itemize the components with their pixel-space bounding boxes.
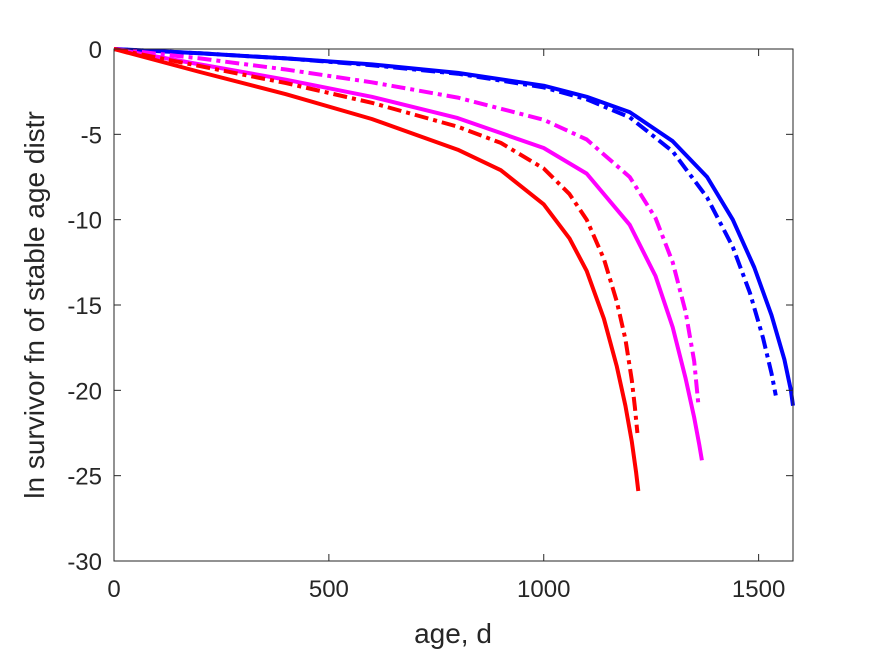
y-tick-label: -30 (67, 549, 102, 576)
y-tick-label: -5 (81, 122, 102, 149)
x-tick-label: 500 (309, 576, 349, 603)
y-tick-label: -15 (67, 293, 102, 320)
y-tick-label: -10 (67, 208, 102, 235)
series-line-3 (113, 47, 704, 461)
y-tick-label: 0 (89, 37, 102, 64)
plot-background (114, 49, 793, 561)
series-line-4 (113, 47, 701, 406)
y-tick-label: -20 (67, 378, 102, 405)
x-tick-label: 1000 (517, 576, 570, 603)
series-line-2 (113, 47, 778, 396)
y-tick-label: -25 (67, 464, 102, 491)
series-layer (113, 47, 795, 492)
x-tick-label: 1500 (732, 576, 785, 603)
y-axis-title: ln survivor fn of stable age distr (19, 111, 50, 499)
series-line-6 (113, 47, 640, 434)
series-line-5 (113, 47, 641, 492)
x-axis-title: age, d (414, 618, 492, 649)
x-tick-label: 0 (107, 576, 120, 603)
axis-layer: 0 500 1000 1500 0 -5 -10 -15 -20 -25 -30 (67, 37, 793, 603)
